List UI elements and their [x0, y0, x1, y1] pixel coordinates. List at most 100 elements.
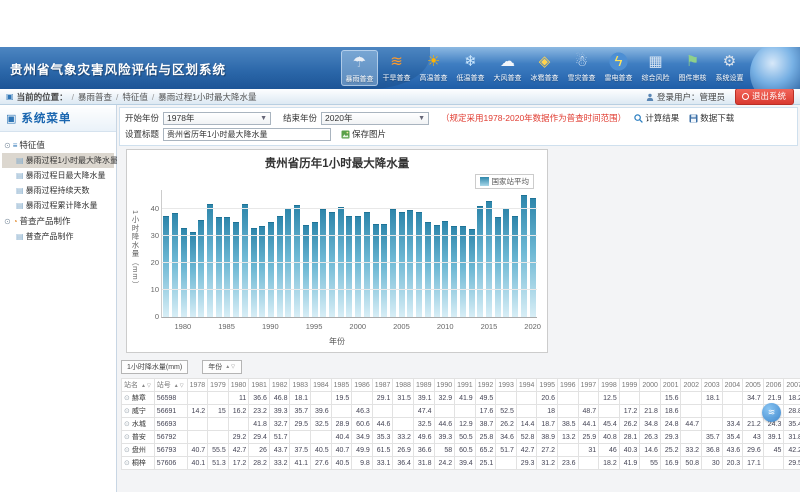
x-tick-label: 2005	[393, 322, 410, 331]
bar-1980[interactable]	[180, 227, 187, 317]
bar-1983[interactable]	[206, 203, 213, 317]
bar-2013[interactable]	[468, 229, 475, 317]
value-field-chip[interactable]: 1小时降水量(mm)	[121, 360, 189, 374]
bar-1997[interactable]	[329, 211, 336, 317]
nav-item-10[interactable]: ⚑ 图件审核	[674, 50, 711, 86]
value-cell-1979	[207, 391, 229, 405]
station-radio[interactable]: ⊙	[124, 447, 130, 454]
bar-1989[interactable]	[259, 226, 266, 317]
bar-1986[interactable]	[233, 222, 240, 317]
nav-item-7[interactable]: ☃ 雪灾普查	[563, 50, 600, 86]
logout-button[interactable]: 退出系统	[734, 88, 794, 105]
bar-2007[interactable]	[416, 211, 423, 317]
bar-2014[interactable]	[477, 206, 484, 317]
calculate-button[interactable]: 计算结果	[634, 112, 679, 124]
bar-2020[interactable]	[529, 198, 536, 317]
station-name-header[interactable]: 站名 ▲▽	[121, 378, 155, 392]
nav-item-label: 大风普查	[493, 75, 522, 82]
year-header-1993: 1993	[495, 378, 517, 392]
sort-icons[interactable]: ▲▽	[141, 383, 152, 389]
download-button[interactable]: 数据下载	[689, 112, 734, 124]
bar-1984[interactable]	[215, 217, 222, 317]
logout-label: 退出系统	[751, 91, 786, 101]
sidebar-item-1-3[interactable]: ▤ 暴雨过程持续天数	[2, 183, 114, 198]
year-field-chip[interactable]: 年份 ▲▽	[202, 360, 243, 374]
bar-1988[interactable]	[250, 227, 257, 317]
bar-1982[interactable]	[198, 219, 205, 317]
nav-item-6[interactable]: ◈ 冰雹普查	[526, 50, 563, 86]
nav-item-5[interactable]: ☁ 大风普查	[489, 50, 526, 86]
station-radio[interactable]: ⊙	[124, 460, 130, 467]
bar-1995[interactable]	[311, 221, 318, 317]
nav-item-8[interactable]: ϟ 雷电普查	[600, 50, 637, 86]
end-year-select[interactable]: 2020年 ▼	[321, 111, 430, 125]
station-radio[interactable]: ⊙	[124, 434, 130, 441]
sort-icons[interactable]: ▲▽	[225, 364, 237, 370]
bar-2008[interactable]	[424, 222, 431, 317]
sidebar-item-1-1[interactable]: ▤ 暴雨过程1小时最大降水量	[2, 153, 118, 168]
nav-item-3[interactable]: ☀ 高温普查	[415, 50, 452, 86]
station-id-header[interactable]: 站号 ▲▽	[153, 378, 188, 392]
station-radio[interactable]: ⊙	[124, 421, 130, 428]
bar-2000[interactable]	[355, 215, 362, 317]
breadcrumb-item-1[interactable]: 暴雨普查	[77, 91, 112, 102]
bar-2010[interactable]	[442, 221, 449, 317]
nav-item-2[interactable]: ≋ 干旱普查	[378, 50, 415, 86]
nav-item-1[interactable]: ☂ 暴雨普查	[341, 50, 378, 86]
station-radio[interactable]: ⊙	[124, 408, 130, 415]
sort-icons[interactable]: ▲▽	[173, 383, 185, 389]
bar-2019[interactable]	[520, 195, 527, 317]
value-cell-1986: 34.9	[351, 430, 373, 444]
bar-2016[interactable]	[494, 217, 501, 317]
nav-item-9[interactable]: ▦ 综合风险	[637, 50, 674, 86]
bar-1981[interactable]	[189, 231, 196, 317]
bar-1979[interactable]	[172, 212, 179, 317]
bar-2003[interactable]	[381, 223, 388, 317]
save-image-button[interactable]: 保存图片	[341, 128, 386, 140]
nav-item-11[interactable]: ⚙ 系统设置	[711, 50, 748, 86]
node-toggle-icon[interactable]: ⊙	[4, 140, 11, 150]
chart-title-input[interactable]	[163, 127, 332, 141]
value-cell-1979	[207, 417, 229, 431]
bar-2005[interactable]	[398, 211, 405, 317]
bar-2009[interactable]	[433, 224, 440, 317]
bar-1987[interactable]	[241, 203, 248, 317]
sidebar-item-1-4[interactable]: ▤ 暴雨过程累计降水量	[2, 198, 114, 213]
bar-2012[interactable]	[459, 225, 466, 317]
table-section: 1小时降水量(mm) 年份 ▲▽ 站名 ▲▽ 站号 ▲▽ 1978 1979 1980 198…	[121, 360, 800, 470]
breadcrumb-item-3[interactable]: 暴雨过程1小时最大降水量	[158, 91, 257, 102]
bar-1994[interactable]	[302, 225, 309, 317]
bar-1993[interactable]	[294, 204, 301, 317]
bar-1978[interactable]	[163, 215, 170, 317]
value-cell-2007: 42.2	[783, 443, 800, 457]
tree-node-2[interactable]: ⊙ ◔ 普查产品制作	[2, 213, 114, 229]
bar-1991[interactable]	[276, 215, 283, 317]
document-icon: ▤	[16, 232, 24, 241]
start-year-select[interactable]: 1978年 ▼	[163, 111, 272, 125]
tree-node-1[interactable]: ⊙ ≡ 特征值	[2, 137, 114, 153]
bar-2011[interactable]	[451, 226, 458, 317]
bar-2001[interactable]	[363, 212, 370, 317]
value-cell-2003: 35.7	[701, 430, 723, 444]
floating-widget-button[interactable]: ≋	[762, 403, 781, 422]
nav-item-4[interactable]: ❄ 低温普查	[452, 50, 489, 86]
value-cell-1978: 14.2	[186, 404, 209, 418]
node-toggle-icon[interactable]: ⊙	[4, 216, 11, 226]
year-header-2000: 2000	[639, 378, 661, 392]
station-radio[interactable]: ⊙	[124, 395, 130, 402]
value-cell-2007: 35.4	[783, 417, 800, 431]
bar-2002[interactable]	[372, 223, 379, 317]
nav-item-label: 高温普查	[419, 75, 448, 82]
bar-1999[interactable]	[346, 215, 353, 317]
value-cell-1995: 18.7	[536, 417, 558, 431]
bar-2015[interactable]	[485, 200, 492, 317]
bar-1990[interactable]	[267, 222, 274, 317]
breadcrumb-item-2[interactable]: 特征值	[122, 91, 148, 102]
sidebar-item-1-2[interactable]: ▤ 暴雨过程日最大降水量	[2, 168, 114, 183]
sidebar-item-2-1[interactable]: ▤ 普查产品制作	[2, 229, 114, 244]
bar-2018[interactable]	[512, 215, 519, 317]
bar-2006[interactable]	[407, 209, 414, 317]
bar-1985[interactable]	[224, 217, 231, 317]
value-cell-1993	[495, 391, 517, 405]
chart-legend[interactable]: 国家站平均	[474, 174, 534, 189]
